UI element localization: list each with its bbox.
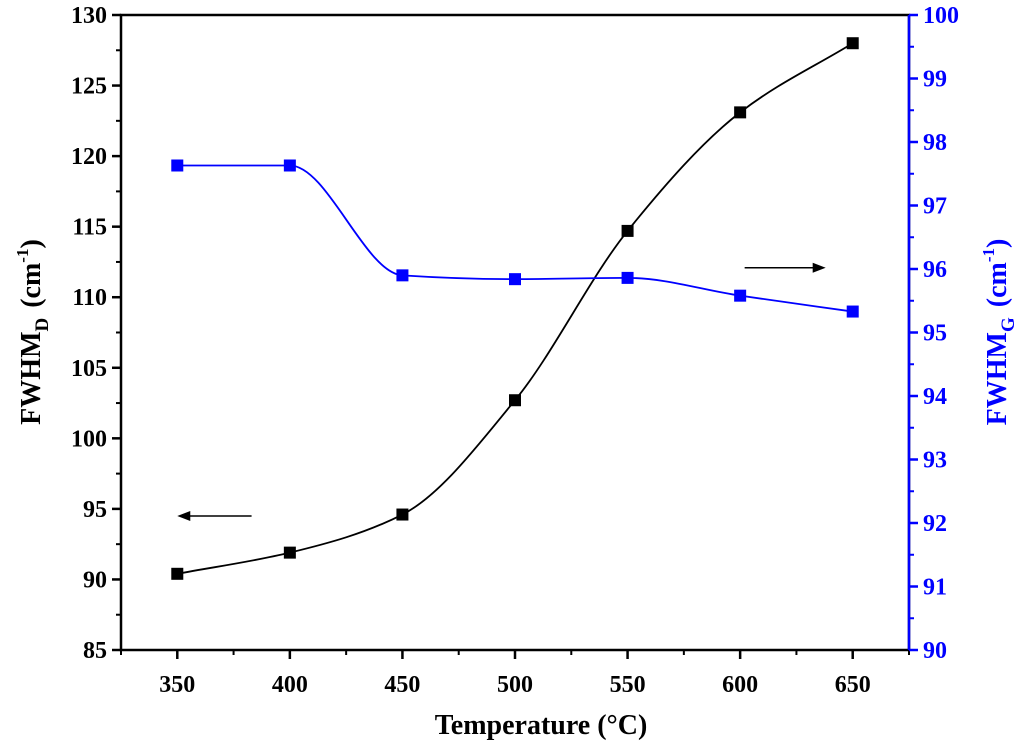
- y-right-tick-label-5: 95: [923, 321, 947, 347]
- series-1-point-0: [171, 159, 184, 172]
- x-tick-label-0: 350: [159, 672, 195, 698]
- y-right-tick-label-2: 92: [923, 511, 947, 537]
- x-axis-title: Temperature (°C): [435, 710, 648, 741]
- y-right-tick-label-3: 93: [923, 448, 947, 474]
- y-right-tick-label-6: 96: [923, 257, 947, 283]
- y-right-tick-label-8: 98: [923, 130, 947, 156]
- y-left-tick-label-3: 100: [71, 426, 107, 452]
- x-tick-label-5: 600: [722, 672, 758, 698]
- series-0-point-3: [509, 394, 521, 407]
- right-axis-ticks: 90 91 92 93 94 95 96 97 98 99 100: [909, 3, 959, 664]
- y-right-tick-label-0: 90: [923, 638, 947, 664]
- series-0-point-2: [396, 508, 409, 521]
- y-left-tick-label-7: 120: [71, 144, 107, 170]
- y-left-tick-label-1: 90: [83, 567, 107, 593]
- y-right-tick-label-4: 94: [923, 384, 947, 410]
- x-axis-ticks: 350 400 450 500 550 600 650: [120, 650, 910, 698]
- y-left-tick-label-8: 125: [71, 74, 107, 100]
- y-right-tick-label-10: 100: [923, 3, 959, 29]
- series-1-point-4: [621, 271, 634, 284]
- series-1-point-1: [283, 159, 296, 172]
- series-1-point-2: [396, 269, 409, 282]
- left-axis-title: FWHMD(cm-1): [13, 239, 53, 425]
- series-0-point-0: [171, 567, 184, 580]
- series-1-point-3: [509, 273, 521, 286]
- y-left-tick-label-5: 110: [72, 285, 107, 311]
- y-left-tick-label-9: 130: [71, 3, 107, 29]
- x-tick-label-4: 550: [610, 672, 646, 698]
- series-0-curve: [177, 42, 854, 575]
- y-right-tick-label-1: 91: [923, 575, 947, 601]
- y-left-tick-label-4: 105: [71, 356, 107, 382]
- arrow-1-head: [812, 262, 826, 273]
- series-0-point-4: [621, 224, 634, 237]
- x-tick-label-2: 450: [384, 672, 420, 698]
- x-tick-label-1: 400: [272, 672, 308, 698]
- series-0-point-6: [846, 37, 859, 50]
- y-left-tick-label-6: 115: [72, 215, 107, 241]
- series-0-point-5: [734, 106, 747, 119]
- y-left-tick-label-2: 95: [83, 497, 107, 523]
- y-right-tick-label-9: 99: [923, 67, 947, 93]
- right-axis-title: FWHMG(cm-1): [979, 239, 1019, 426]
- annotation-arrows: [177, 262, 826, 521]
- left-axis-ticks: 85 90 95 100 105 110 115 120 125 130: [71, 3, 121, 664]
- fit-curves: [177, 42, 854, 575]
- plot-frame: [119, 13, 911, 652]
- series-1-point-5: [734, 289, 747, 302]
- arrow-0-head: [177, 510, 191, 521]
- x-tick-label-6: 650: [835, 672, 871, 698]
- series-0-point-1: [283, 546, 296, 559]
- data-markers: [171, 37, 859, 580]
- y-left-tick-label-0: 85: [83, 638, 107, 664]
- series-1-point-6: [846, 305, 859, 318]
- y-right-tick-label-7: 97: [923, 194, 947, 220]
- series-1-curve: [177, 164, 853, 313]
- x-tick-label-3: 500: [497, 672, 533, 698]
